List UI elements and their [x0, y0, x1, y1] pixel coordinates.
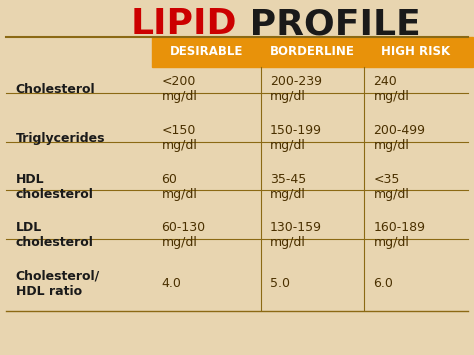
Text: 200-499
mg/dl: 200-499 mg/dl [374, 124, 426, 152]
Text: 60
mg/dl: 60 mg/dl [162, 173, 198, 201]
Text: Triglycerides: Triglycerides [16, 132, 105, 144]
Text: <35
mg/dl: <35 mg/dl [374, 173, 410, 201]
Text: PROFILE: PROFILE [237, 7, 421, 41]
Text: <200
mg/dl: <200 mg/dl [162, 76, 198, 103]
Bar [152, 37, 473, 66]
Text: 35-45
mg/dl: 35-45 mg/dl [270, 173, 306, 201]
Text: Cholesterol: Cholesterol [16, 83, 95, 96]
Text: 200-239
mg/dl: 200-239 mg/dl [270, 76, 322, 103]
Text: LDL
cholesterol: LDL cholesterol [16, 221, 93, 249]
Text: BORDERLINE: BORDERLINE [270, 45, 355, 58]
Text: 6.0: 6.0 [374, 277, 393, 290]
Text: DESIRABLE: DESIRABLE [170, 45, 243, 58]
Text: 240
mg/dl: 240 mg/dl [374, 76, 410, 103]
Text: HDL
cholesterol: HDL cholesterol [16, 173, 93, 201]
Text: 150-199
mg/dl: 150-199 mg/dl [270, 124, 322, 152]
Text: 130-159
mg/dl: 130-159 mg/dl [270, 221, 322, 249]
Text: Cholesterol/
HDL ratio: Cholesterol/ HDL ratio [16, 270, 100, 298]
Text: 160-189
mg/dl: 160-189 mg/dl [374, 221, 426, 249]
Text: 4.0: 4.0 [162, 277, 182, 290]
Text: 60-130
mg/dl: 60-130 mg/dl [162, 221, 206, 249]
Text: <150
mg/dl: <150 mg/dl [162, 124, 198, 152]
Text: 5.0: 5.0 [270, 277, 290, 290]
Text: HIGH RISK: HIGH RISK [382, 45, 451, 58]
Text: LIPID: LIPID [130, 7, 237, 41]
